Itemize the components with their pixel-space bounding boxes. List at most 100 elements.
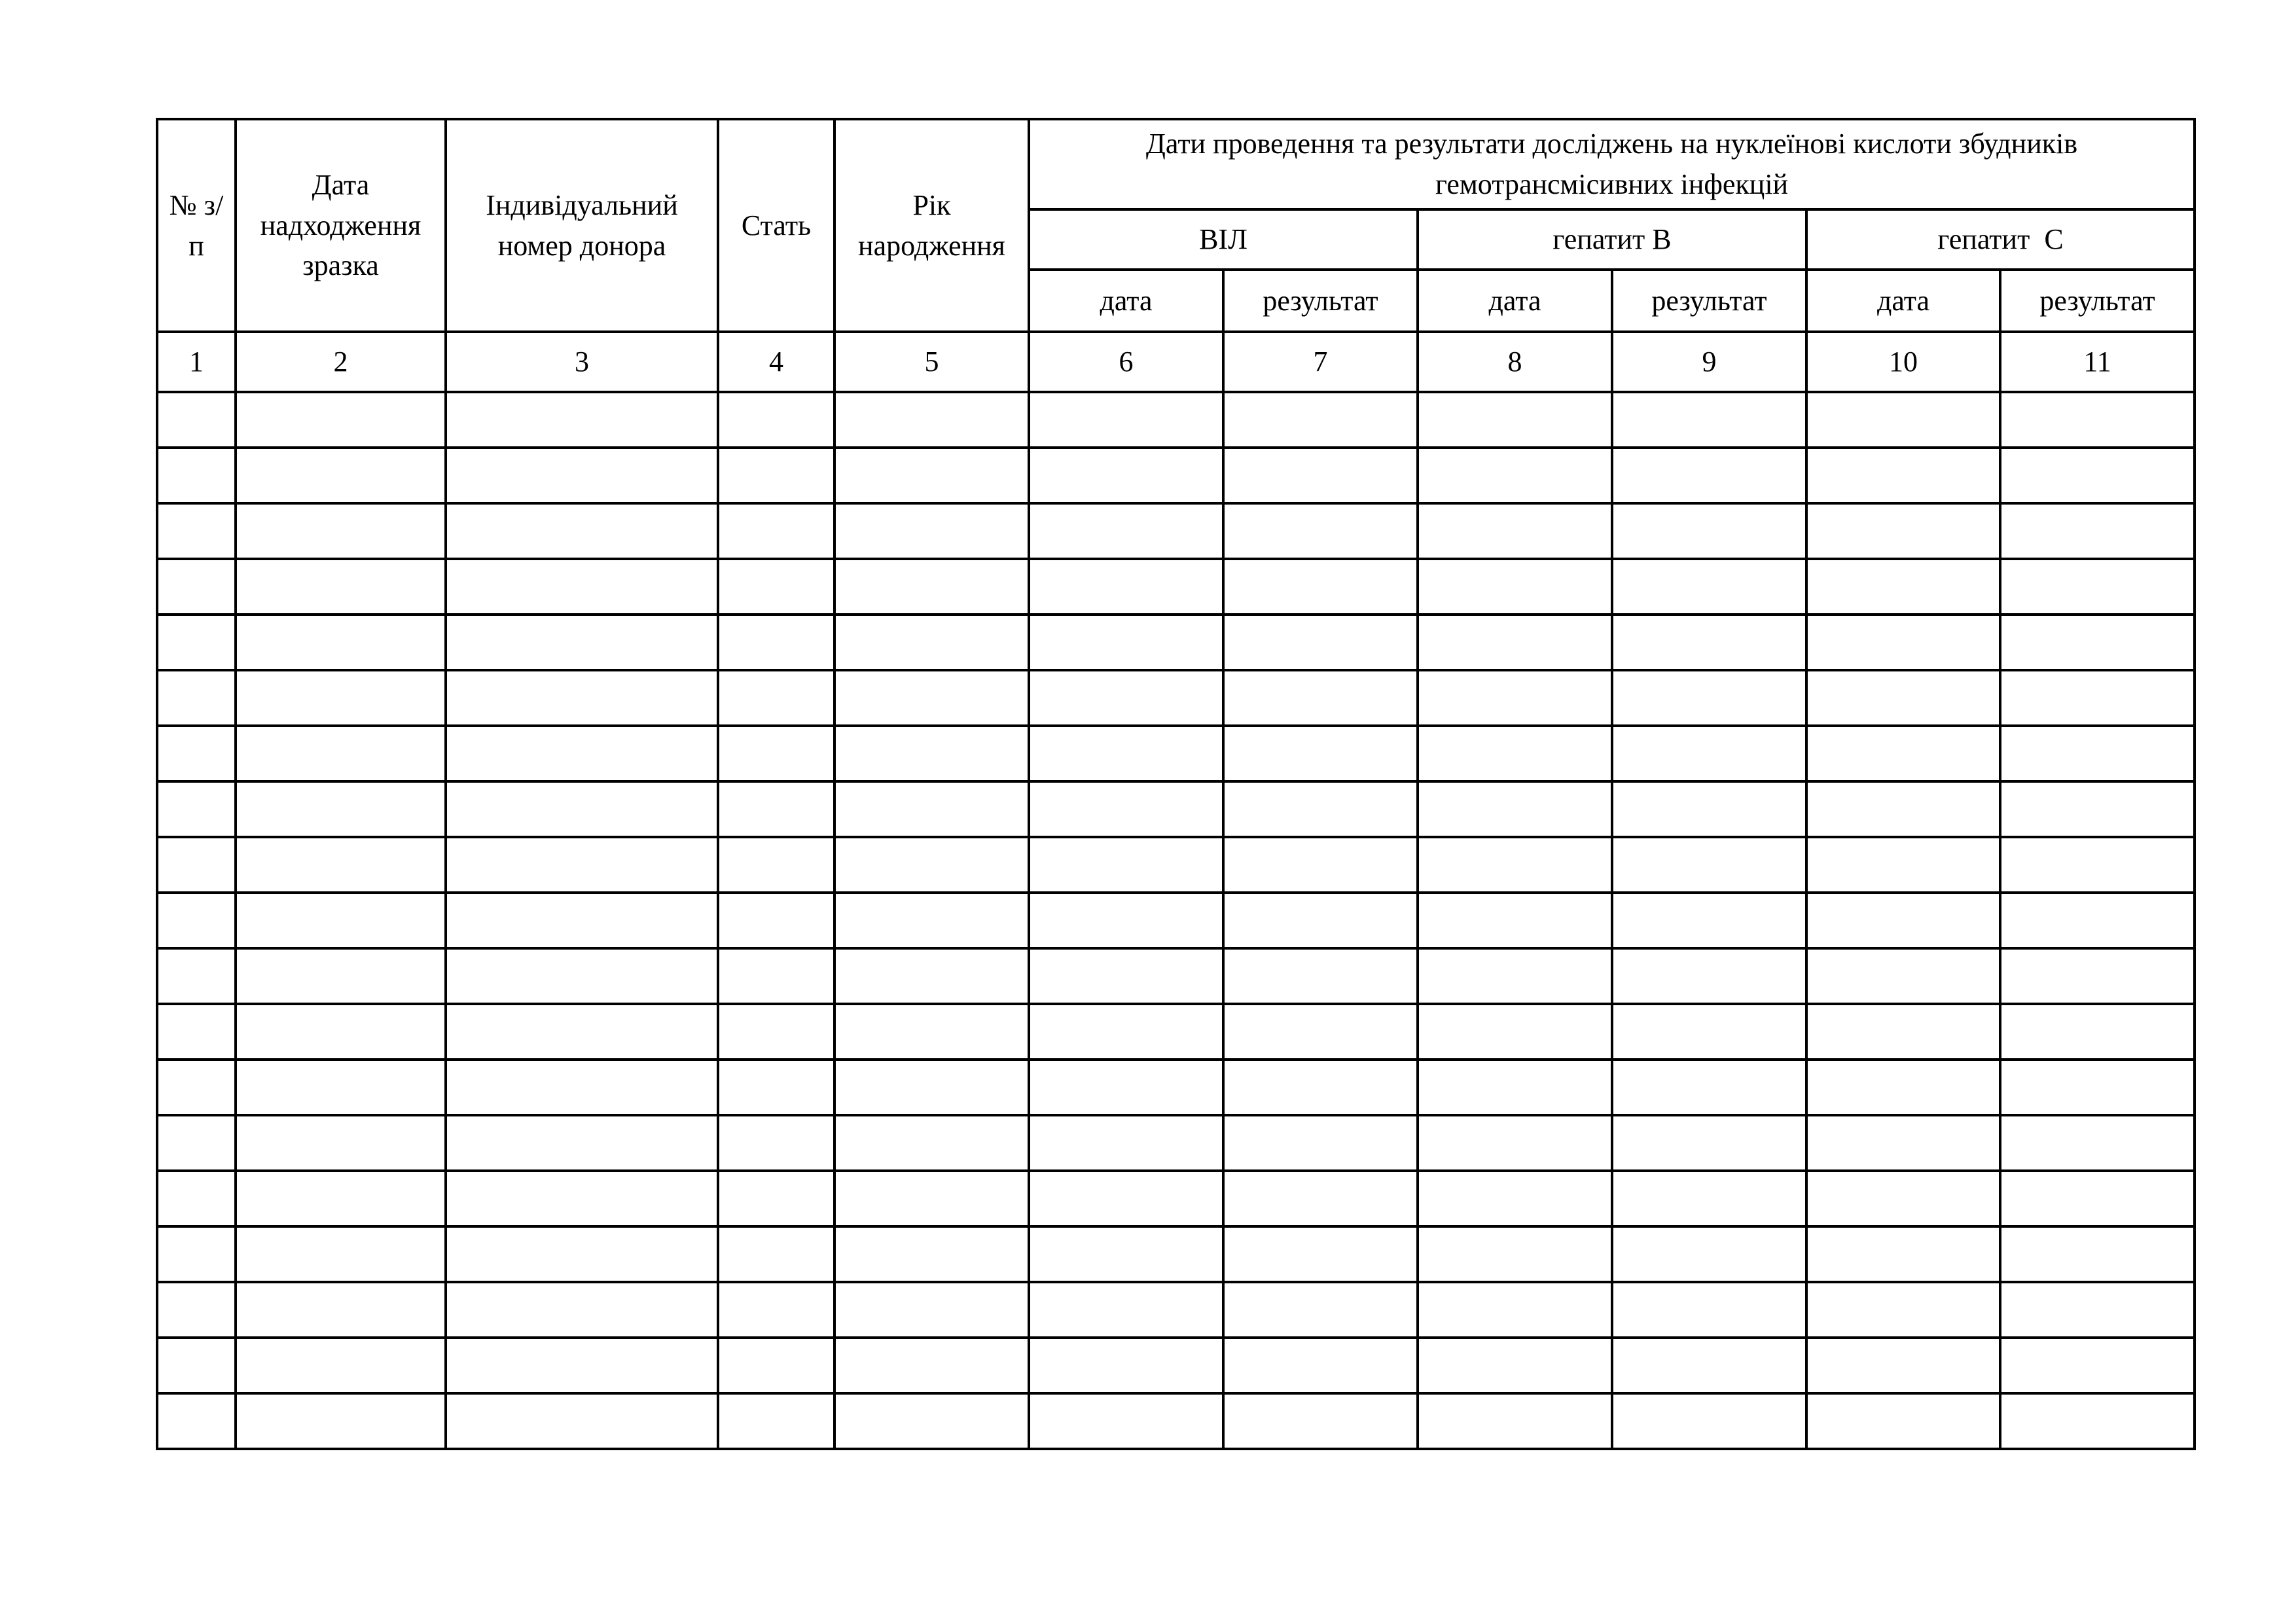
empty-cell[interactable]	[1998, 1114, 2197, 1172]
empty-cell[interactable]	[444, 780, 719, 838]
empty-cell[interactable]	[1416, 1336, 1613, 1395]
empty-cell[interactable]	[1222, 1114, 1419, 1172]
empty-cell[interactable]	[1998, 1336, 2197, 1395]
empty-cell[interactable]	[717, 1003, 836, 1061]
empty-cell[interactable]	[833, 558, 1030, 616]
empty-cell[interactable]	[1805, 891, 2001, 950]
empty-cell[interactable]	[1998, 502, 2197, 560]
empty-cell[interactable]	[234, 1392, 447, 1450]
empty-cell[interactable]	[1028, 1169, 1225, 1228]
empty-cell[interactable]	[1611, 1169, 1808, 1228]
empty-cell[interactable]	[1805, 1281, 2001, 1339]
empty-cell[interactable]	[833, 1003, 1030, 1061]
empty-cell[interactable]	[833, 613, 1030, 671]
empty-cell[interactable]	[717, 391, 836, 449]
empty-cell[interactable]	[717, 1336, 836, 1395]
empty-cell[interactable]	[1028, 446, 1225, 505]
empty-cell[interactable]	[1416, 1169, 1613, 1228]
empty-cell[interactable]	[1222, 891, 1419, 950]
empty-cell[interactable]	[444, 891, 719, 950]
empty-cell[interactable]	[1416, 780, 1613, 838]
empty-cell[interactable]	[1998, 780, 2197, 838]
empty-cell[interactable]	[156, 724, 237, 783]
empty-cell[interactable]	[1611, 446, 1808, 505]
empty-cell[interactable]	[833, 1336, 1030, 1395]
empty-cell[interactable]	[1416, 1114, 1613, 1172]
empty-cell[interactable]	[1805, 502, 2001, 560]
empty-cell[interactable]	[234, 669, 447, 727]
empty-cell[interactable]	[1222, 1169, 1419, 1228]
empty-cell[interactable]	[833, 891, 1030, 950]
empty-cell[interactable]	[833, 391, 1030, 449]
empty-cell[interactable]	[1998, 446, 2197, 505]
empty-cell[interactable]	[1416, 1058, 1613, 1116]
empty-cell[interactable]	[156, 1281, 237, 1339]
empty-cell[interactable]	[234, 446, 447, 505]
empty-cell[interactable]	[156, 947, 237, 1005]
empty-cell[interactable]	[156, 1336, 237, 1395]
empty-cell[interactable]	[1611, 669, 1808, 727]
empty-cell[interactable]	[444, 502, 719, 560]
empty-cell[interactable]	[234, 1169, 447, 1228]
empty-cell[interactable]	[833, 1114, 1030, 1172]
empty-cell[interactable]	[1222, 724, 1419, 783]
empty-cell[interactable]	[444, 1225, 719, 1283]
empty-cell[interactable]	[1028, 780, 1225, 838]
empty-cell[interactable]	[717, 502, 836, 560]
empty-cell[interactable]	[1028, 558, 1225, 616]
empty-cell[interactable]	[1222, 391, 1419, 449]
empty-cell[interactable]	[1416, 724, 1613, 783]
empty-cell[interactable]	[444, 558, 719, 616]
empty-cell[interactable]	[1028, 1114, 1225, 1172]
empty-cell[interactable]	[1805, 1003, 2001, 1061]
empty-cell[interactable]	[234, 613, 447, 671]
empty-cell[interactable]	[234, 391, 447, 449]
empty-cell[interactable]	[1028, 1225, 1225, 1283]
empty-cell[interactable]	[1222, 669, 1419, 727]
empty-cell[interactable]	[156, 613, 237, 671]
empty-cell[interactable]	[1028, 1392, 1225, 1450]
empty-cell[interactable]	[234, 724, 447, 783]
empty-cell[interactable]	[717, 1281, 836, 1339]
empty-cell[interactable]	[156, 1225, 237, 1283]
empty-cell[interactable]	[1028, 502, 1225, 560]
empty-cell[interactable]	[1998, 1281, 2197, 1339]
empty-cell[interactable]	[444, 1114, 719, 1172]
empty-cell[interactable]	[1611, 502, 1808, 560]
empty-cell[interactable]	[444, 446, 719, 505]
empty-cell[interactable]	[1028, 1058, 1225, 1116]
empty-cell[interactable]	[1028, 1336, 1225, 1395]
empty-cell[interactable]	[717, 947, 836, 1005]
empty-cell[interactable]	[1805, 446, 2001, 505]
empty-cell[interactable]	[1998, 891, 2197, 950]
empty-cell[interactable]	[1028, 836, 1225, 894]
empty-cell[interactable]	[234, 780, 447, 838]
empty-cell[interactable]	[156, 391, 237, 449]
empty-cell[interactable]	[1416, 1225, 1613, 1283]
empty-cell[interactable]	[1805, 1392, 2001, 1450]
empty-cell[interactable]	[833, 724, 1030, 783]
empty-cell[interactable]	[1416, 558, 1613, 616]
empty-cell[interactable]	[717, 891, 836, 950]
empty-cell[interactable]	[1416, 446, 1613, 505]
empty-cell[interactable]	[234, 947, 447, 1005]
empty-cell[interactable]	[717, 1169, 836, 1228]
empty-cell[interactable]	[833, 836, 1030, 894]
empty-cell[interactable]	[444, 669, 719, 727]
empty-cell[interactable]	[1611, 1114, 1808, 1172]
empty-cell[interactable]	[1805, 669, 2001, 727]
empty-cell[interactable]	[1611, 1281, 1808, 1339]
empty-cell[interactable]	[1805, 1336, 2001, 1395]
empty-cell[interactable]	[156, 780, 237, 838]
empty-cell[interactable]	[1222, 1003, 1419, 1061]
empty-cell[interactable]	[1611, 724, 1808, 783]
empty-cell[interactable]	[833, 780, 1030, 838]
empty-cell[interactable]	[1611, 947, 1808, 1005]
empty-cell[interactable]	[444, 1003, 719, 1061]
empty-cell[interactable]	[1611, 780, 1808, 838]
empty-cell[interactable]	[1028, 947, 1225, 1005]
empty-cell[interactable]	[234, 1281, 447, 1339]
empty-cell[interactable]	[1222, 1281, 1419, 1339]
empty-cell[interactable]	[833, 502, 1030, 560]
empty-cell[interactable]	[1805, 1058, 2001, 1116]
